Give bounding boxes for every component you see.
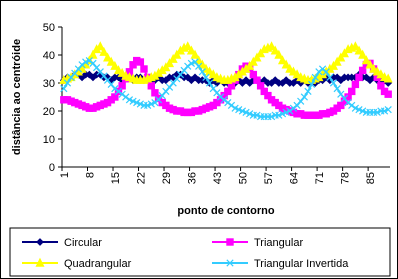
data-point [63,79,72,87]
y-tick-label: 50 [43,22,55,34]
data-point [95,41,105,51]
data-point [110,60,120,70]
legend-label: Triangular [254,237,303,249]
data-point [351,80,360,89]
x-tick-label: 15 [110,172,122,184]
x-tick-label: 29 [161,172,173,184]
data-point [274,49,284,59]
data-point [354,45,364,55]
data-point [333,84,341,93]
data-point [140,65,148,73]
data-point [300,93,308,101]
x-tick-label: 85 [365,172,377,184]
data-point [277,55,287,65]
data-point [270,45,280,55]
data-point [348,87,356,96]
legend-label: Circular [64,237,102,249]
data-point [281,59,291,69]
data-point [326,73,334,82]
y-axis-title: distância ao centróide [11,39,23,155]
data-point [198,68,206,76]
data-point [384,90,392,98]
data-point [99,46,109,56]
x-tick-label: 71 [314,172,326,184]
data-point [60,84,68,93]
legend-frame [9,227,391,277]
x-tick-label: 50 [237,172,249,184]
x-tick-label: 43 [212,172,224,184]
data-point [88,49,98,59]
data-point [361,55,371,65]
x-tick-label: 1 [59,172,71,178]
x-tick-label: 64 [288,172,300,184]
x-tick-label: 22 [135,172,147,184]
data-point [190,49,200,59]
data-point [304,87,312,96]
data-point [147,82,155,90]
data-point [355,73,363,82]
y-tick-label: 0 [49,162,55,174]
y-tick-label: 30 [43,78,55,90]
data-point [329,79,338,87]
y-tick-label: 40 [43,50,55,62]
x-tick-label: 57 [263,172,275,184]
data-point [183,41,193,51]
data-point [358,49,368,59]
data-point [186,45,196,55]
x-axis-title: ponto de contorno [177,205,274,217]
data-point [118,82,126,90]
x-tick-label: 36 [186,172,198,184]
y-tick-label: 10 [43,134,55,146]
data-point [308,80,316,89]
data-point [106,56,116,66]
data-point [195,62,203,70]
data-point [103,52,113,62]
data-point [383,73,393,83]
legend-label: Quadrangular [64,258,132,270]
x-tick-label: 78 [339,172,351,184]
data-point [136,58,145,66]
legend-marker [226,238,234,246]
legend-label: Triangular Invertida [254,258,349,270]
data-point [311,73,319,82]
data-point [322,68,330,76]
legend-marker [226,259,234,267]
data-point [384,105,392,114]
data-point [350,41,360,51]
data-point [202,73,210,82]
data-point [365,59,375,69]
y-tick-label: 20 [43,106,55,118]
x-tick-label: 8 [84,172,96,178]
data-point [267,41,277,51]
data-point [205,79,214,87]
legend-marker [36,238,44,246]
data-point [333,73,342,82]
legend-marker [35,257,45,267]
